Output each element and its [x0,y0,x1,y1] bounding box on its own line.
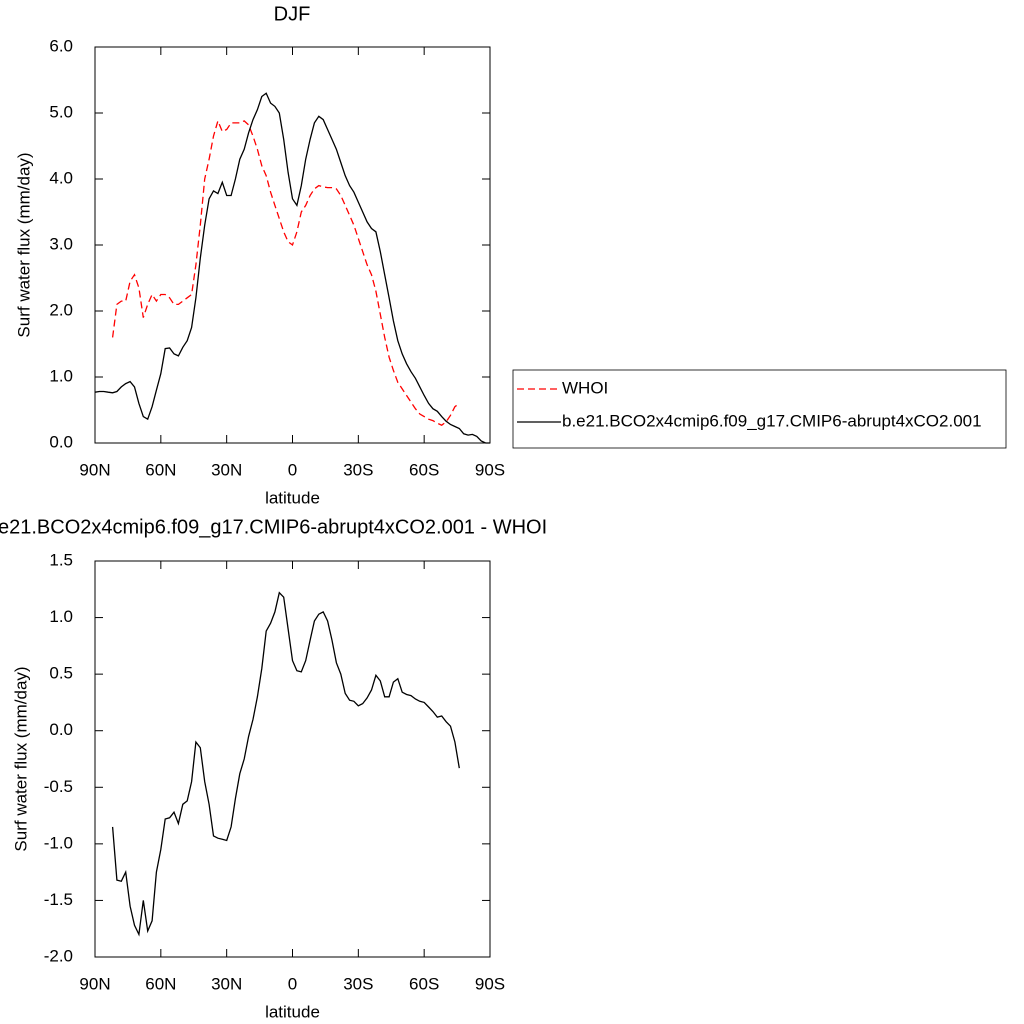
y-tick-label: 0.0 [49,720,73,739]
y-tick-label: 5.0 [49,102,73,121]
y-axis-label: Surf water flux (mm/day) [14,152,33,337]
chart-panel: e21.BCO2x4cmip6.f09_g17.CMIP6-abrupt4xCO… [0,516,547,1021]
x-tick-label: 90N [79,974,110,993]
x-tick-label: 0 [288,460,297,479]
x-tick-label: 90S [475,460,505,479]
legend-box [512,369,1007,449]
y-tick-label: -1.0 [44,833,73,852]
data-line [111,591,460,937]
x-tick-label: 30S [343,460,373,479]
x-tick-label: 60S [409,460,439,479]
x-axis-label: latitude [265,1002,320,1021]
x-tick-label: 60S [409,974,439,993]
data-line [111,118,460,426]
x-tick-label: 30S [343,974,373,993]
x-tick-label: 90N [79,460,110,479]
chart-title: DJF [274,3,311,25]
chart-panel: DJF latitude Surf water flux (mm/day) 0.0 1.… [14,3,1007,507]
y-axis-label: Surf water flux (mm/day) [11,666,30,851]
y-tick-label: 0.0 [49,432,73,451]
y-tick-label: 1.0 [49,607,73,626]
y-tick-label: 2.0 [49,300,73,319]
y-tick-label: -2.0 [44,946,73,965]
plot-frame [94,560,491,958]
y-tick-label: 4.0 [49,168,73,187]
y-tick-label: 0.5 [49,664,73,683]
data-line [94,92,490,444]
y-tick-label: 1.5 [49,550,73,569]
chart-title: e21.BCO2x4cmip6.f09_g17.CMIP6-abrupt4xCO… [0,516,547,538]
x-tick-label: 60N [145,460,176,479]
legend: WHOI b.e21.BCO2x4cmip6.f09_g17.CMIP6-abru… [512,369,1007,449]
y-tick-label: 1.0 [49,366,73,385]
legend-label: WHOI [562,378,608,397]
x-tick-label: 30N [211,974,242,993]
x-tick-label: 60N [145,974,176,993]
y-tick-label: 3.0 [49,234,73,253]
y-tick-label: -0.5 [44,777,73,796]
x-tick-label: 30N [211,460,242,479]
x-tick-label: 90S [475,974,505,993]
x-axis-label: latitude [265,488,320,507]
plot-frame [94,46,491,444]
y-tick-label: 6.0 [49,36,73,55]
legend-label: b.e21.BCO2x4cmip6.f09_g17.CMIP6-abrupt4x… [562,411,982,430]
x-tick-label: 0 [288,974,297,993]
y-tick-label: -1.5 [44,890,73,909]
